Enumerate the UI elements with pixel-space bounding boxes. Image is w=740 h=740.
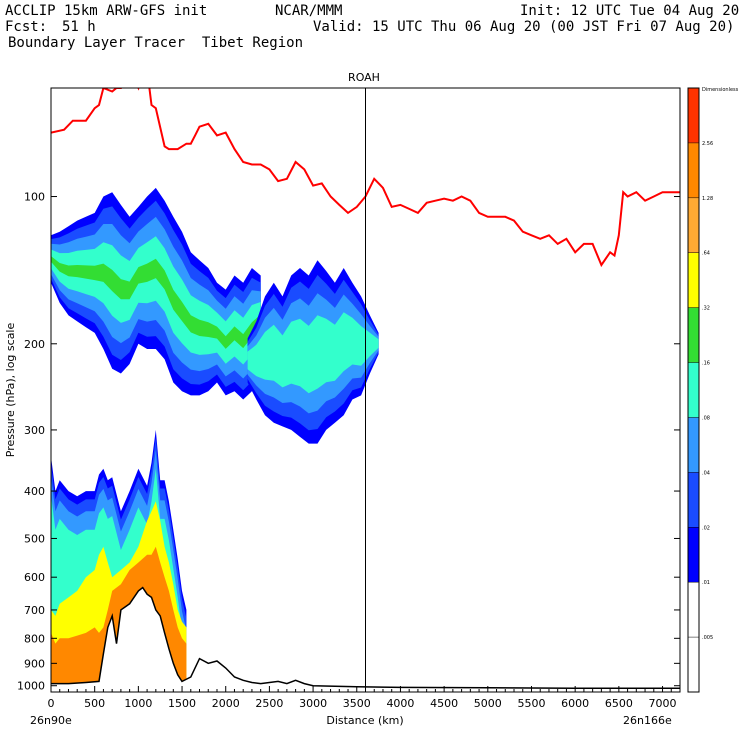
field-title: Boundary Layer Tracer Tibet Region bbox=[8, 35, 304, 51]
y-tick-label: 700 bbox=[24, 604, 45, 617]
colorbar-frame bbox=[687, 87, 700, 693]
colorbar: 2.56 1.28 .64 .32 .16 .08 .04 .02 .01 .005 Dimensi… bbox=[687, 87, 739, 693]
x-tick-label: 0 bbox=[48, 697, 55, 710]
colorbar-swatch bbox=[688, 88, 699, 143]
colorbar-swatch bbox=[688, 472, 699, 528]
x-tick-label: 1000 bbox=[124, 697, 152, 710]
colorbar-swatch bbox=[688, 527, 699, 583]
init-time: Init: 12 UTC Tue 04 Aug 20 bbox=[520, 3, 740, 19]
colorbar-swatch bbox=[688, 582, 699, 638]
end-location-label: 26n166e bbox=[623, 714, 672, 727]
x-tick-label: 6000 bbox=[561, 697, 589, 710]
x-axis-label: Distance (km) bbox=[326, 714, 403, 727]
terrain-line bbox=[51, 586, 680, 690]
model-title: ACCLIP 15km ARW-GFS init bbox=[5, 3, 208, 19]
upper-plume-east-contour bbox=[247, 312, 379, 394]
colorbar-label: .08 bbox=[702, 415, 710, 421]
colorbar-label: 2.56 bbox=[702, 141, 713, 147]
x-tick-label: 3000 bbox=[299, 697, 327, 710]
x-tick-label: 1500 bbox=[168, 697, 196, 710]
y-tick-label: 900 bbox=[24, 657, 45, 670]
upper-plume-west-contour bbox=[51, 256, 261, 349]
terrain-mask bbox=[51, 587, 680, 692]
forecast-hours: 51 h bbox=[62, 19, 96, 35]
x-tick-label: 4000 bbox=[386, 697, 414, 710]
tropopause-line bbox=[51, 88, 680, 268]
colorbar-label: .64 bbox=[702, 251, 710, 257]
colorbar-label: .02 bbox=[702, 525, 710, 531]
marker-label: ROAH bbox=[348, 71, 380, 84]
x-tick-label: 4500 bbox=[430, 697, 458, 710]
chart-lines bbox=[51, 88, 680, 692]
x-tick-label: 5000 bbox=[474, 697, 502, 710]
x-tick-label: 7000 bbox=[649, 697, 677, 710]
y-tick-label: 600 bbox=[24, 571, 45, 584]
colorbar-swatch bbox=[688, 417, 699, 473]
org-label: NCAR/MMM bbox=[275, 3, 343, 19]
x-tick-label: 2000 bbox=[212, 697, 240, 710]
colorbar-swatch bbox=[688, 637, 699, 692]
colorbar-title: Dimensionless bbox=[702, 87, 739, 93]
tracer-contour-fills bbox=[51, 187, 680, 692]
x-tick-label: 3500 bbox=[343, 697, 371, 710]
y-tick-label: 100 bbox=[24, 191, 45, 204]
chart-axes: 0 500 1000 1500 2000 2500 3000 3500 4000 4500 5000… bbox=[17, 191, 680, 710]
y-tick-label: 1000 bbox=[17, 680, 45, 693]
colorbar-label: .04 bbox=[702, 470, 710, 476]
y-tick-label: 200 bbox=[24, 338, 45, 351]
valid-time: Valid: 15 UTC Thu 06 Aug 20 (00 JST Fri … bbox=[313, 19, 735, 35]
x-tick-label: 5500 bbox=[517, 697, 545, 710]
colorbar-swatch bbox=[688, 142, 699, 198]
y-tick-label: 300 bbox=[24, 424, 45, 437]
colorbar-swatch bbox=[688, 252, 699, 308]
y-tick-label: 500 bbox=[24, 532, 45, 545]
colorbar-label: .32 bbox=[702, 306, 710, 312]
x-tick-label: 6500 bbox=[605, 697, 633, 710]
colorbar-swatch bbox=[688, 197, 699, 253]
colorbar-swatch bbox=[688, 307, 699, 363]
colorbar-label: .005 bbox=[702, 635, 713, 641]
x-tick-label: 500 bbox=[84, 697, 105, 710]
x-tick-label: 2500 bbox=[255, 697, 283, 710]
y-axis-label: Pressure (hPa), log scale bbox=[4, 323, 17, 458]
y-tick-label: 800 bbox=[24, 632, 45, 645]
colorbar-label: 1.28 bbox=[702, 196, 713, 202]
colorbar-label: .01 bbox=[702, 580, 710, 586]
forecast-label: Fcst: bbox=[5, 19, 48, 35]
colorbar-swatch bbox=[688, 362, 699, 418]
y-tick-label: 400 bbox=[24, 485, 45, 498]
colorbar-label: .16 bbox=[702, 361, 710, 367]
start-location-label: 26n90e bbox=[30, 714, 72, 727]
